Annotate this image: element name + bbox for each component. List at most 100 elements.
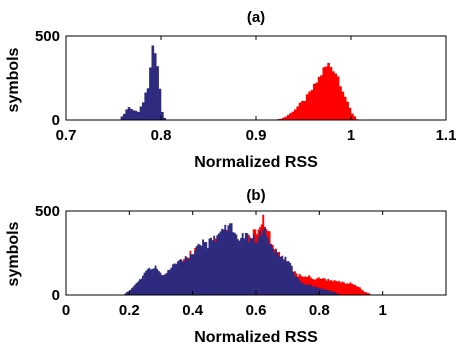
histogram-bar-blue (295, 276, 298, 295)
histogram-bar-blue (211, 240, 214, 295)
histogram-bar-blue (251, 238, 254, 295)
histogram-bar-red (308, 91, 311, 120)
histogram-bar-blue (134, 284, 136, 295)
histogram-bar-red (336, 281, 339, 295)
histogram-bar-blue (248, 242, 250, 295)
histogram-bar-blue (300, 282, 303, 295)
histogram-bar-blue (336, 293, 339, 295)
histogram-bar-blue (195, 246, 198, 295)
histogram-bar-red (330, 280, 333, 295)
histogram-bar-blue (317, 287, 320, 295)
histogram-bar-blue (335, 293, 338, 295)
histogram-bar-red (368, 293, 371, 295)
histogram-bar-red (332, 281, 334, 295)
histogram-bar-red (349, 282, 352, 295)
histogram-bar-red (336, 76, 340, 120)
histogram-bar-blue (316, 287, 319, 295)
histogram-bar-blue (257, 236, 260, 295)
y-tick-label: 0 (52, 287, 60, 304)
histogram-bar-blue (200, 245, 203, 295)
histogram-bar-red (324, 66, 328, 120)
y-tick-label: 500 (35, 28, 60, 45)
histogram-bar-blue (222, 229, 225, 295)
histogram-bar-red (317, 76, 321, 120)
panel-b: (b) 0 0.2 0.4 0.6 0.8 1 0 500 Normalized RSS sy… (5, 187, 447, 346)
histogram-bar-blue (210, 237, 212, 295)
histogram-bar-blue (172, 264, 174, 295)
histogram-bar-blue (202, 239, 205, 295)
histogram-bar-blue (126, 291, 129, 295)
histogram-bar-blue (294, 275, 296, 295)
histogram-bar-blue (146, 88, 150, 120)
histogram-bar-blue (189, 253, 192, 295)
histogram-bar-red (320, 278, 323, 295)
histogram-bar-red (363, 291, 366, 295)
histogram-bar-blue (144, 92, 148, 120)
panel-b-ticks: 0 0.2 0.4 0.6 0.8 1 0 500 (35, 203, 446, 319)
histogram-bar-blue (175, 264, 178, 295)
histogram-bar-blue (159, 272, 162, 295)
histogram-bar-blue (219, 231, 222, 295)
histogram-bar-blue (249, 238, 252, 295)
histogram-bar-blue (192, 253, 195, 295)
histogram-bar-blue (270, 243, 273, 295)
histogram-bar-blue (308, 284, 311, 295)
histogram-bar-blue (213, 235, 216, 295)
histogram-bar-red (341, 91, 345, 120)
panel-b-ylabel: symbols (5, 221, 22, 286)
histogram-bar-red (322, 278, 325, 295)
histogram-bar-blue (197, 243, 200, 295)
histogram-bar-blue (292, 271, 295, 295)
histogram-bar-blue (244, 232, 247, 295)
histogram-bar-blue (143, 272, 146, 295)
histogram-bar-red (339, 282, 342, 295)
histogram-bar-blue (149, 269, 152, 295)
panel-a-xlabel: Normalized RSS (194, 154, 318, 171)
x-tick-label: 1 (347, 127, 355, 144)
x-tick-label: 0.8 (309, 302, 330, 319)
histogram-bar-red (329, 67, 333, 120)
histogram-bar-blue (145, 270, 148, 295)
histogram-bar-blue (221, 228, 224, 295)
panel-a-bars (120, 45, 359, 120)
histogram-bar-red (316, 278, 319, 295)
histogram-bar-red (313, 83, 316, 120)
histogram-bar-blue (284, 256, 287, 295)
histogram-bar-blue (259, 231, 262, 295)
histogram-bar-blue (229, 223, 231, 295)
histogram-bar-blue (142, 275, 144, 295)
histogram-bar-blue (186, 258, 189, 295)
histogram-bar-blue (161, 111, 164, 120)
histogram-bar-red (319, 278, 322, 295)
histogram-bar-blue (246, 233, 249, 295)
histogram-bar-blue (162, 275, 165, 295)
histogram-bar-blue (303, 283, 306, 295)
histogram-bar-blue (208, 238, 211, 295)
histogram-bar-blue (140, 278, 143, 295)
histogram-bar-blue (273, 252, 276, 295)
histogram-bar-blue (287, 261, 290, 295)
histogram-bar-red (294, 109, 297, 120)
histogram-bar-red (284, 116, 288, 120)
histogram-bar-blue (256, 242, 258, 295)
histogram-bar-blue (124, 293, 127, 295)
x-tick-label: 0.8 (151, 127, 172, 144)
histogram-bar-blue (206, 248, 209, 295)
histogram-bar-blue (230, 223, 233, 295)
histogram-bar-red (317, 277, 320, 295)
panel-b-xlabel: Normalized RSS (194, 329, 318, 346)
histogram-bar-red (344, 283, 347, 295)
histogram-bar-blue (156, 66, 159, 120)
histogram-bar-blue (243, 238, 246, 295)
histogram-bar-blue (281, 255, 284, 295)
histogram-bar-blue (314, 286, 317, 295)
histogram-bar-blue (164, 274, 167, 295)
histogram-bar-red (320, 75, 323, 120)
histogram-bar-blue (161, 274, 163, 295)
y-tick-label: 500 (35, 203, 60, 220)
histogram-bar-blue (330, 291, 333, 295)
histogram-bar-blue (125, 109, 129, 120)
panel-b-title: (b) (246, 187, 265, 204)
histogram-bar-blue (252, 234, 255, 295)
